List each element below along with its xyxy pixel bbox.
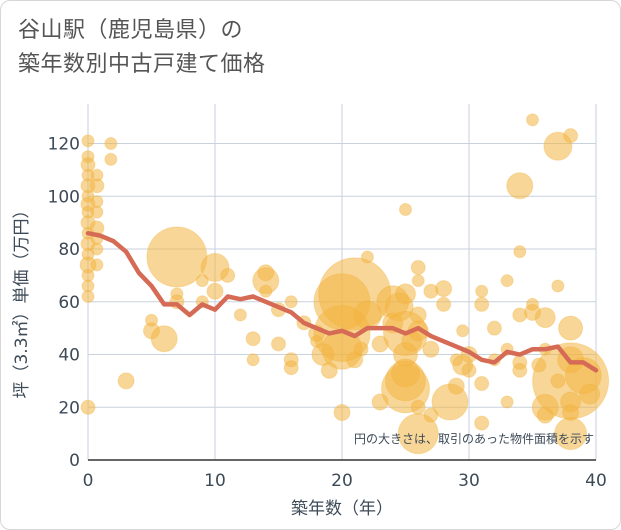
y-axis-label: 坪（3.3㎡）単価（万円） [12, 201, 32, 398]
chart-note: 円の大きさは、取引のあった物件面積を示す [354, 431, 594, 446]
bubble-point [104, 152, 118, 166]
bubble-point [436, 296, 452, 312]
bubble-point [563, 128, 579, 144]
bubble-point [410, 399, 426, 415]
bubble-point [90, 242, 104, 256]
x-axis-label: 築年数（年） [291, 499, 393, 519]
ticks: 0 10 20 30 40 0 20 40 60 80 100 120 [48, 135, 607, 491]
bubble-point [447, 377, 465, 395]
bubble-point [558, 315, 584, 341]
bubble-point [104, 137, 118, 151]
bubble-point [474, 415, 490, 431]
bubble-point [500, 274, 514, 288]
y-tick-label: 20 [58, 398, 80, 418]
y-tick-label: 100 [48, 187, 80, 207]
bubble-point [89, 178, 105, 194]
bubble-point [259, 284, 273, 298]
bubble-point [206, 282, 224, 300]
bubble-point [422, 340, 440, 358]
x-tick-label: 20 [331, 471, 353, 491]
bubble-point [220, 267, 236, 283]
bubble-point [506, 172, 534, 200]
bubble-point [150, 325, 178, 353]
y-tick-label: 0 [69, 451, 80, 471]
bubble-point [395, 283, 416, 305]
x-tick-label: 30 [458, 471, 480, 491]
y-tick-label: 80 [58, 240, 80, 260]
bubble-point [474, 296, 490, 312]
bubble-point [526, 113, 539, 127]
bubble-point [474, 376, 490, 392]
bubble-point [399, 202, 412, 216]
bubble-point [475, 284, 489, 298]
bubble-point [90, 258, 104, 272]
bubble-point [410, 259, 426, 275]
bubble-point [284, 295, 298, 309]
bubble-point [397, 413, 439, 455]
y-tick-label: 120 [48, 135, 80, 155]
bubble-point [90, 205, 104, 219]
bubble-point [411, 274, 425, 288]
title-line-1: 谷山駅（鹿児島県）の [18, 18, 244, 43]
bubble-point [271, 336, 286, 352]
bubble-point [513, 245, 527, 259]
x-tick-label: 0 [83, 471, 94, 491]
y-tick-label: 60 [58, 293, 80, 313]
bubble-point [360, 250, 374, 264]
bubble-point [534, 307, 556, 329]
trend-line [85, 230, 599, 373]
bubble-point [500, 395, 514, 409]
bubble-point [333, 404, 351, 422]
bubble-point [117, 372, 135, 390]
bubble-point [81, 134, 95, 148]
bubble-point [554, 417, 588, 451]
chart-title: 谷山駅（鹿児島県）の 築年数別中古戸建て価格 [18, 14, 266, 82]
y-tick-label: 40 [58, 346, 80, 366]
bubbles [79, 113, 610, 455]
bubble-point [551, 279, 565, 293]
bubble-point [353, 341, 369, 357]
bubble-point [456, 324, 470, 338]
bubble-point [512, 362, 528, 378]
bubble-point [245, 331, 261, 347]
bubble-point [486, 320, 502, 336]
bubble-point [283, 360, 299, 376]
x-tick-label: 40 [585, 471, 607, 491]
bubble-point [579, 383, 601, 405]
bubble-point [80, 399, 96, 415]
bubble-point [195, 274, 209, 288]
x-tick-label: 10 [204, 471, 226, 491]
bubble-point [233, 308, 247, 322]
bubble-point [461, 362, 477, 378]
bubble-point [435, 280, 453, 298]
bubble-point [246, 353, 260, 367]
bubble-point [81, 290, 95, 304]
title-line-2: 築年数別中古戸建て価格 [18, 52, 266, 77]
trend-line-group [85, 230, 599, 373]
